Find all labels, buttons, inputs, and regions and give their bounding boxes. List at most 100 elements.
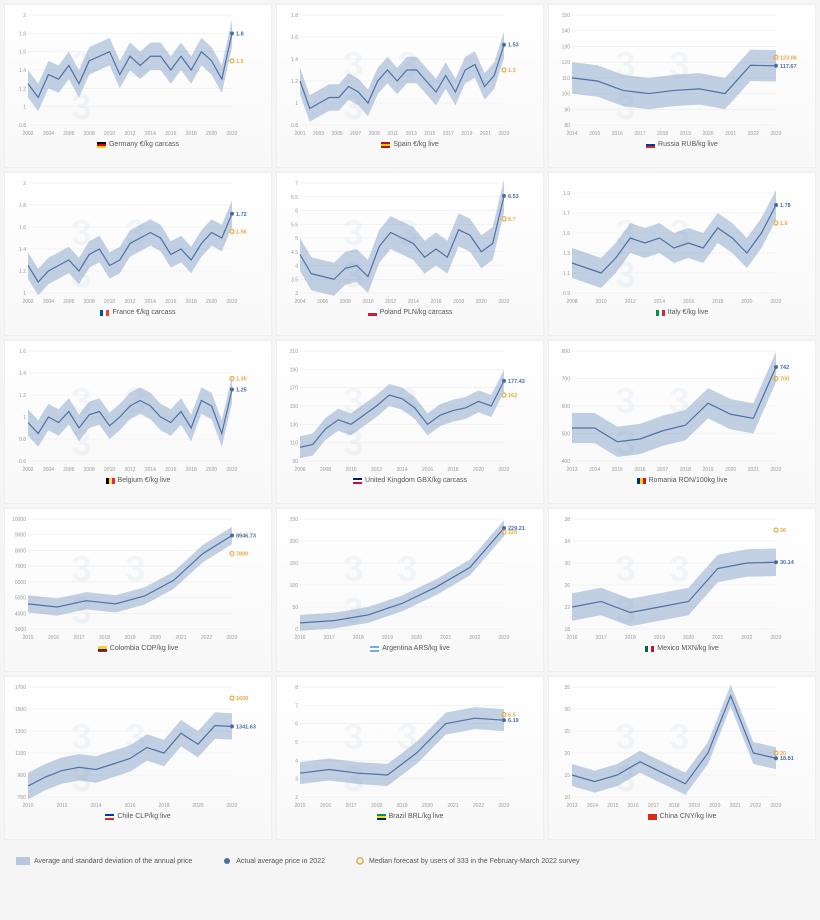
svg-text:1.72: 1.72 (236, 212, 247, 218)
svg-text:2023: 2023 (770, 803, 781, 809)
svg-text:5000: 5000 (15, 596, 26, 602)
svg-text:2017: 2017 (648, 803, 659, 809)
svg-text:8000: 8000 (15, 548, 26, 554)
svg-text:5.5: 5.5 (291, 222, 298, 228)
svg-text:2020: 2020 (683, 635, 694, 641)
chart-caption: Argentina ARS/kg live (281, 645, 539, 652)
chart-title: Italy €/kg live (668, 309, 708, 316)
chart-plot: 8090100110120130140150201420152016201720… (553, 11, 811, 137)
svg-text:250: 250 (290, 517, 299, 523)
svg-text:2020: 2020 (192, 803, 203, 809)
svg-text:2014: 2014 (654, 299, 665, 305)
svg-text:50: 50 (292, 605, 298, 611)
flag-icon (645, 646, 654, 652)
svg-text:2014: 2014 (145, 467, 156, 473)
svg-text:5: 5 (295, 236, 298, 242)
svg-text:2020: 2020 (741, 299, 752, 305)
svg-text:1.5: 1.5 (236, 59, 244, 65)
svg-text:2017: 2017 (73, 635, 84, 641)
svg-text:1.53: 1.53 (508, 43, 519, 49)
svg-text:1.25: 1.25 (236, 388, 247, 394)
svg-text:0.8: 0.8 (291, 123, 298, 129)
chart-plot: 0501001502002502016201720182019202020212… (281, 515, 539, 641)
svg-text:2021: 2021 (175, 635, 186, 641)
svg-text:30.14: 30.14 (780, 560, 795, 566)
svg-text:162: 162 (508, 393, 517, 399)
svg-text:2016: 2016 (165, 131, 176, 137)
chart-plot: 0.91.11.31.51.71.92008201020122014201620… (553, 179, 811, 305)
chart-title: Spain €/kg live (393, 141, 439, 148)
svg-text:2018: 2018 (186, 299, 197, 305)
svg-text:2016: 2016 (612, 131, 623, 137)
chart-title: France €/kg carcass (112, 309, 175, 316)
svg-text:2016: 2016 (430, 299, 441, 305)
svg-text:1: 1 (23, 105, 26, 111)
chart-13: 2345678201520162017201820192020202120222… (276, 676, 544, 840)
svg-text:25: 25 (564, 729, 570, 735)
chart-title: Russia RUB/kg live (658, 141, 718, 148)
svg-text:1.7: 1.7 (563, 211, 570, 217)
svg-text:2003: 2003 (313, 131, 324, 137)
chart-caption: China CNY/kg live (553, 813, 811, 820)
chart-caption: Germany €/kg carcass (9, 141, 267, 148)
svg-text:2020: 2020 (473, 467, 484, 473)
svg-text:2016: 2016 (683, 299, 694, 305)
svg-text:1.3: 1.3 (563, 251, 570, 257)
svg-text:18: 18 (564, 627, 570, 633)
svg-text:2023: 2023 (770, 635, 781, 641)
svg-text:4.5: 4.5 (291, 250, 298, 256)
chart-plot: 11.21.41.61.8220022004200620082010201220… (9, 179, 267, 305)
svg-text:38: 38 (564, 517, 570, 523)
svg-text:2018: 2018 (712, 299, 723, 305)
svg-text:1.4: 1.4 (291, 57, 298, 63)
svg-text:2017: 2017 (324, 635, 335, 641)
svg-text:2006: 2006 (317, 299, 328, 305)
legend-actual-label: Actual average price in 2022 (236, 858, 325, 865)
chart-caption: Brazil BRL/kg live (281, 813, 539, 820)
flag-icon (637, 478, 646, 484)
svg-text:220: 220 (508, 530, 517, 536)
svg-text:2023: 2023 (498, 803, 509, 809)
svg-text:2016: 2016 (165, 299, 176, 305)
svg-text:2005: 2005 (332, 131, 343, 137)
chart-plot: 2345678201520162017201820192020202120222… (281, 683, 539, 809)
svg-text:1.3: 1.3 (508, 68, 516, 74)
svg-text:2023: 2023 (226, 635, 237, 641)
flag-icon (97, 142, 106, 148)
chart-12: 7009001100130015001700201020122014201620… (4, 676, 272, 840)
chart-1: 0.811.21.41.61.8200120032005200720092011… (276, 4, 544, 168)
svg-text:2021: 2021 (440, 635, 451, 641)
svg-text:5: 5 (295, 740, 298, 746)
chart-caption: United Kingdom GBX/kg carcass (281, 477, 539, 484)
svg-text:2018: 2018 (371, 803, 382, 809)
svg-text:2014: 2014 (145, 299, 156, 305)
svg-text:20: 20 (780, 751, 786, 757)
flag-icon (100, 310, 109, 316)
svg-text:2008: 2008 (340, 299, 351, 305)
svg-text:2021: 2021 (447, 803, 458, 809)
svg-text:2007: 2007 (350, 131, 361, 137)
svg-text:2021: 2021 (712, 635, 723, 641)
svg-text:2014: 2014 (396, 467, 407, 473)
chart-plot: 0.60.811.21.41.6200220042006200820102012… (9, 347, 267, 473)
flag-icon (646, 142, 655, 148)
svg-text:100: 100 (290, 583, 299, 589)
svg-text:2019: 2019 (689, 803, 700, 809)
svg-text:2022: 2022 (748, 131, 759, 137)
chart-caption: Mexico MXN/kg live (553, 645, 811, 652)
svg-text:2022: 2022 (226, 299, 237, 305)
chart-title: Argentina ARS/kg live (382, 645, 450, 652)
svg-text:2012: 2012 (371, 467, 382, 473)
svg-text:2016: 2016 (422, 467, 433, 473)
svg-text:8: 8 (295, 685, 298, 691)
svg-text:2016: 2016 (294, 635, 305, 641)
svg-text:6.5: 6.5 (291, 195, 298, 201)
chart-3: 11.21.41.61.8220022004200620082010201220… (4, 172, 272, 336)
svg-text:2016: 2016 (320, 803, 331, 809)
chart-6: 0.60.811.21.41.6200220042006200820102012… (4, 340, 272, 504)
svg-text:9000: 9000 (15, 533, 26, 539)
svg-text:2010: 2010 (345, 467, 356, 473)
svg-text:2014: 2014 (566, 131, 577, 137)
chart-caption: Russia RUB/kg live (553, 141, 811, 148)
svg-text:2022: 2022 (201, 635, 212, 641)
